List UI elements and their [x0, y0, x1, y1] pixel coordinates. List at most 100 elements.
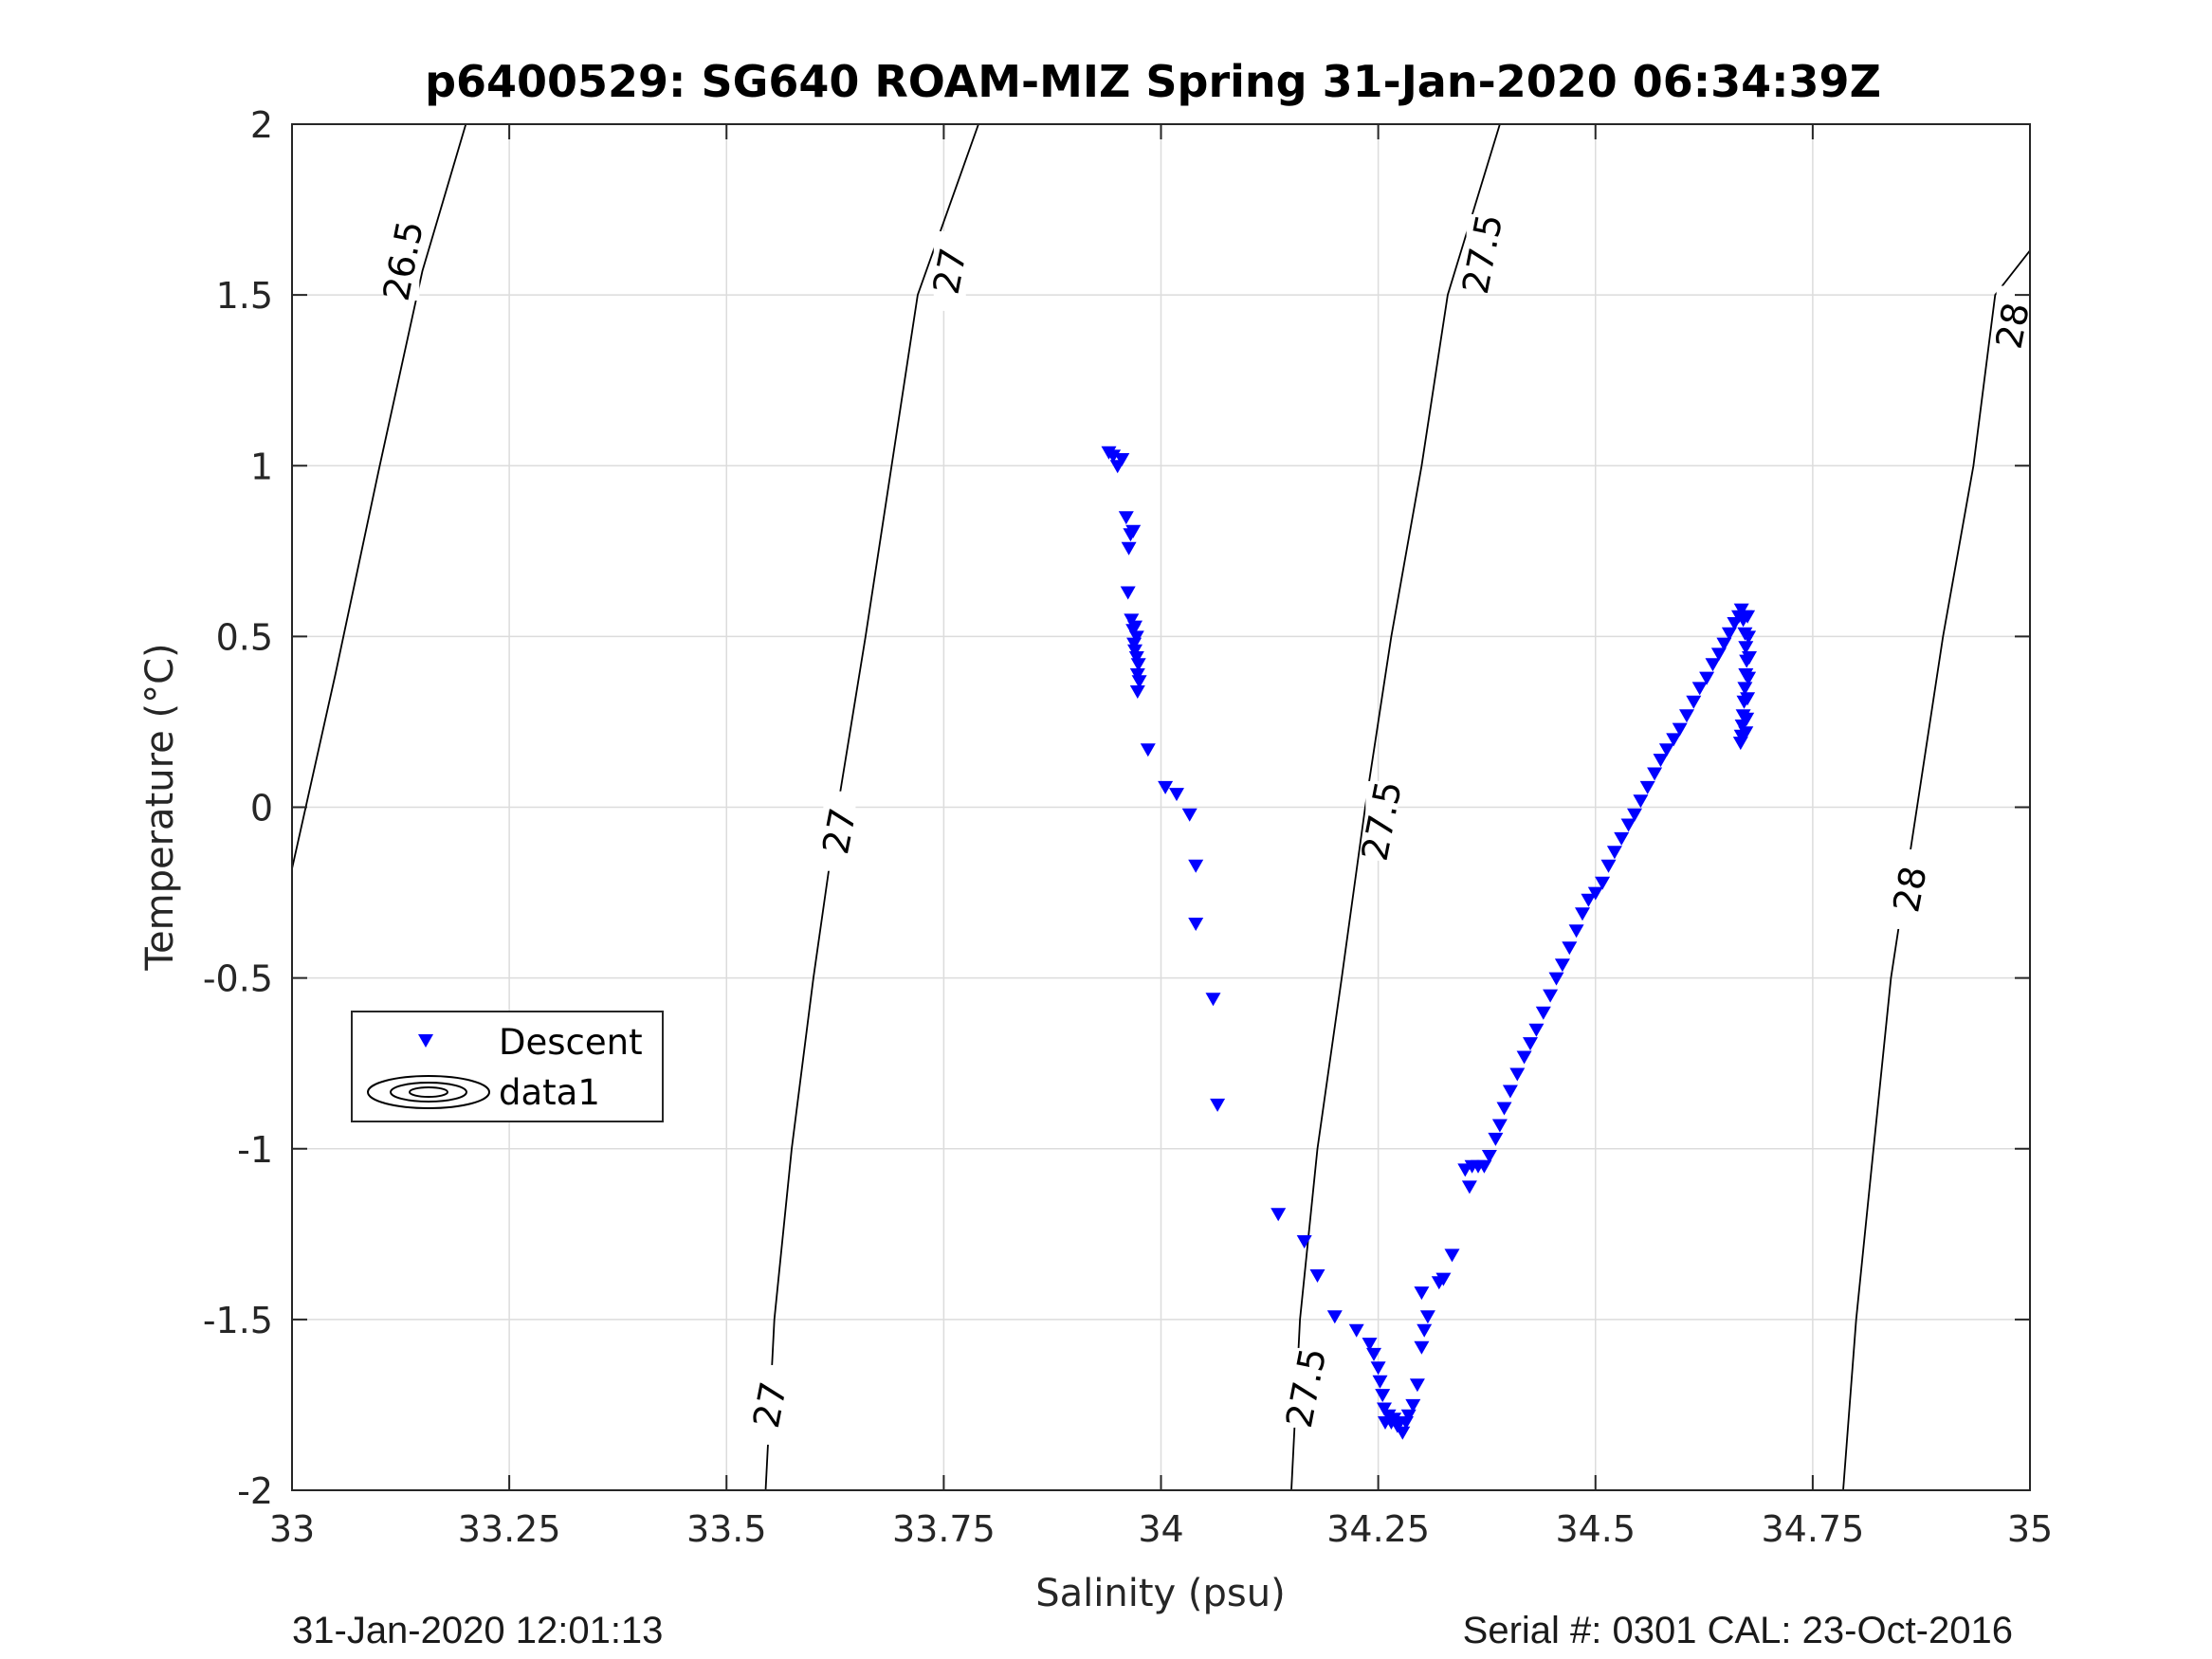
y-tick-label: 1: [250, 446, 273, 487]
descent-point: [1738, 641, 1754, 655]
isopycnal-label: 27: [745, 1378, 795, 1431]
descent-point: [1672, 722, 1688, 737]
descent-point: [1309, 1269, 1325, 1283]
descent-point: [1481, 1150, 1497, 1163]
descent-point: [1633, 794, 1649, 809]
descent-point: [1721, 627, 1737, 641]
isopycnal-label-gap: [387, 221, 420, 301]
descent-point: [1124, 613, 1140, 628]
descent-point: [1417, 1323, 1433, 1338]
descent-point: [1106, 449, 1122, 464]
descent-point: [1679, 709, 1694, 723]
y-tick-label: -1: [237, 1129, 273, 1171]
descent-point: [1409, 1378, 1425, 1393]
descent-point: [1386, 1413, 1402, 1427]
descent-point: [1738, 726, 1754, 740]
isopycnal-label-gap: [754, 1364, 787, 1445]
descent-point: [1169, 788, 1184, 802]
descent-point: [1128, 651, 1144, 665]
descent-point: [1502, 1085, 1518, 1099]
descent-point: [1732, 737, 1748, 751]
x-tick-label: 33.5: [686, 1508, 767, 1550]
descent-point: [1741, 671, 1757, 685]
descent-point: [1523, 1037, 1538, 1051]
descent-point: [1188, 918, 1204, 931]
descent-point: [1395, 1426, 1411, 1440]
descent-point: [1375, 1389, 1391, 1403]
descent-point: [1741, 630, 1757, 645]
isopycnal-label: 27: [925, 245, 975, 298]
descent-point: [1126, 637, 1143, 651]
descent-point: [1562, 941, 1578, 956]
descent-point: [1691, 682, 1708, 696]
descent-point: [1405, 1398, 1421, 1413]
y-tick-label: -0.5: [203, 958, 273, 1000]
isopycnal-label-gap: [1289, 1347, 1323, 1428]
descent-point: [1491, 1119, 1508, 1133]
descent-point: [1516, 1050, 1532, 1065]
descent-point: [1366, 1347, 1381, 1361]
descent-point: [1181, 808, 1197, 822]
isopycnal-label-gap: [1466, 213, 1499, 294]
descent-point: [1600, 859, 1617, 873]
descent-point: [1575, 907, 1590, 921]
descent-point: [1370, 1361, 1386, 1376]
legend-box: [351, 1011, 664, 1122]
x-tick-label: 33.25: [458, 1508, 561, 1550]
descent-point: [1653, 754, 1669, 768]
x-tick-label: 33: [269, 1508, 315, 1550]
descent-point: [1129, 668, 1145, 682]
descent-point: [1639, 780, 1655, 794]
x-tick-label: 35: [2007, 1508, 2053, 1550]
descent-point: [1535, 1006, 1551, 1020]
y-tick-label: 0: [250, 788, 273, 830]
descent-point: [1705, 658, 1721, 672]
descent-point: [1733, 603, 1749, 617]
descent-point: [1666, 733, 1682, 747]
descent-point: [1528, 1023, 1545, 1037]
x-tick-label: 34.75: [1761, 1508, 1864, 1550]
descent-point: [1587, 886, 1603, 901]
y-tick-label: 1.5: [216, 275, 273, 317]
descent-point: [1140, 743, 1156, 757]
isopycnal-line-27.5: [1290, 124, 1501, 1490]
descent-point: [1581, 893, 1597, 907]
descent-point: [1686, 695, 1702, 709]
isopycnal-label: 27.5: [1454, 210, 1510, 297]
isopycnal-label: 27.5: [1354, 777, 1410, 864]
descent-point: [1496, 1102, 1512, 1116]
legend-data1-label: data1: [499, 1072, 600, 1113]
descent-point: [1129, 685, 1145, 699]
descent-point: [1372, 1375, 1388, 1389]
descent-point: [1326, 1310, 1343, 1324]
isopycnal-label-gap: [1893, 848, 1927, 929]
descent-point: [1188, 859, 1204, 873]
descent-point: [1742, 651, 1757, 665]
descent-point: [1658, 743, 1674, 757]
descent-point: [1647, 767, 1663, 781]
descent-point: [1128, 630, 1144, 645]
grid: [291, 123, 2031, 1491]
descent-point: [1348, 1323, 1364, 1338]
descent-point: [1435, 1272, 1452, 1286]
legend-contour-icon: [367, 1075, 490, 1109]
descent-point: [1509, 1067, 1526, 1082]
descent-point: [1595, 876, 1611, 890]
descent-point: [1739, 712, 1755, 726]
descent-series: [1101, 446, 1757, 1440]
isopycnal-label-gap: [933, 230, 966, 311]
y-axis-label: Temperature (°C): [138, 643, 182, 971]
descent-point: [1131, 675, 1147, 689]
descent-point: [1271, 1208, 1287, 1222]
x-tick-label: 34.5: [1555, 1508, 1636, 1550]
descent-point: [1444, 1249, 1460, 1263]
y-tick-label: -2: [237, 1470, 273, 1512]
descent-point: [1476, 1159, 1492, 1174]
descent-point: [1461, 1180, 1477, 1194]
descent-point: [1543, 989, 1559, 1003]
legend-descent-marker: [418, 1034, 433, 1048]
x-tick-label: 33.75: [892, 1508, 996, 1550]
descent-point: [1362, 1338, 1378, 1352]
descent-point: [1419, 1310, 1435, 1324]
